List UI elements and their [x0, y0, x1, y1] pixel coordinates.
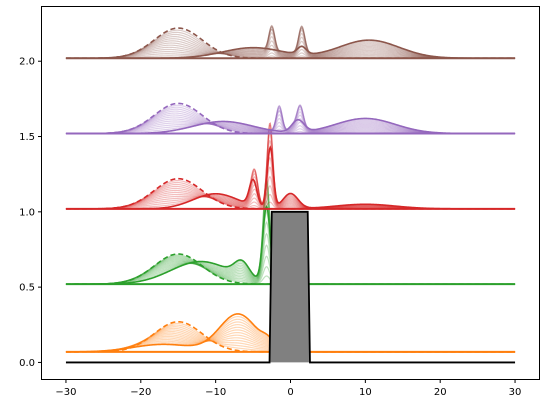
x-tick-label-5: 20: [434, 387, 447, 398]
series-3-frame-9: [65, 105, 516, 135]
barrier-outline: [65, 210, 516, 364]
x-tick-label-3: 0: [287, 387, 293, 398]
series-2-initial: [65, 177, 516, 210]
y-tick-label-2: 1.0: [19, 207, 35, 218]
series-4-initial: [65, 27, 516, 60]
series-2-frame-12: [65, 122, 516, 210]
x-tick-label-2: −10: [205, 387, 226, 398]
y-tick-label-3: 1.5: [19, 132, 35, 143]
series-2: [65, 122, 516, 210]
x-axis: −30 −20 −10 0 10 20 30: [55, 379, 521, 398]
barrier-fill: [269, 211, 310, 363]
y-axis: 0.0 0.5 1.0 1.5 2.0: [19, 57, 42, 369]
series-3: [65, 102, 516, 135]
y-tick-label-4: 2.0: [19, 57, 35, 68]
series-2-frame-11: [65, 124, 516, 210]
series-0-initial: [65, 320, 516, 353]
plot-area: [65, 24, 516, 364]
series-3-initial: [65, 102, 516, 135]
x-tick-label-0: −30: [55, 387, 76, 398]
x-tick-label-1: −20: [130, 387, 151, 398]
series-1-initial: [65, 253, 516, 285]
x-tick-label-6: 30: [509, 387, 522, 398]
y-tick-label-1: 0.5: [19, 283, 35, 294]
y-tick-label-0: 0.0: [19, 358, 35, 369]
x-tick-label-4: 10: [359, 387, 372, 398]
series-4: [65, 24, 516, 60]
